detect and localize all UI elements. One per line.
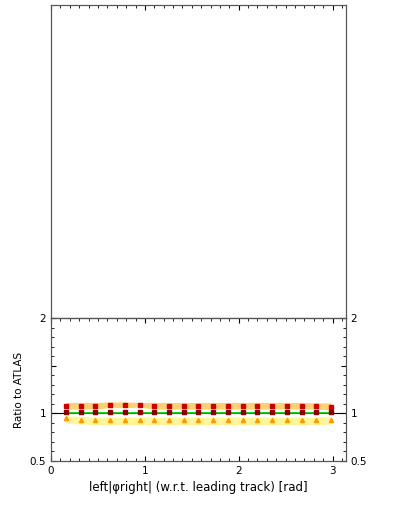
X-axis label: left|φright| (w.r.t. leading track) [rad]: left|φright| (w.r.t. leading track) [rad…: [89, 481, 308, 494]
Y-axis label: Ratio to ATLAS: Ratio to ATLAS: [14, 352, 24, 428]
